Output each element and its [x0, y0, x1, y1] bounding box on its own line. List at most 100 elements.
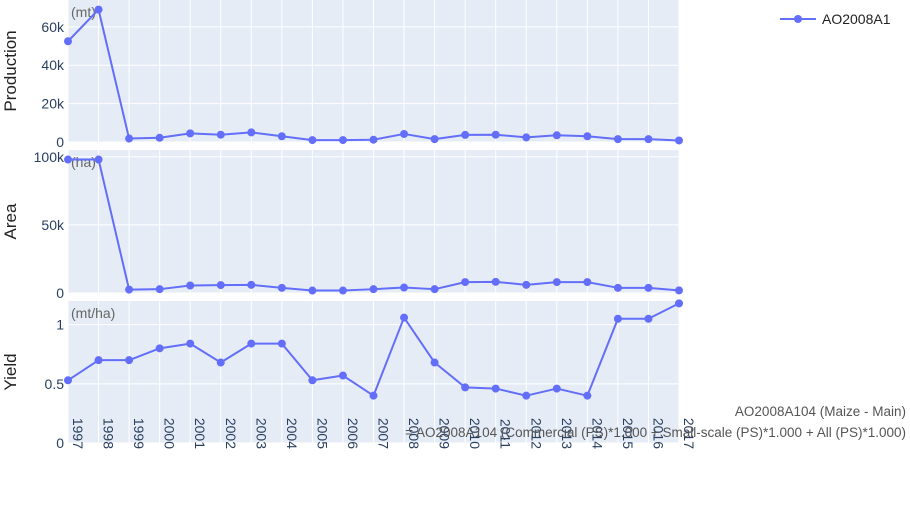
x-tick-label: 2012 [528, 418, 544, 449]
data-point [461, 278, 470, 287]
data-point [186, 339, 195, 348]
data-point [338, 136, 347, 145]
data-point [552, 278, 561, 287]
x-tick-label: 2011 [498, 419, 514, 449]
x-tick-label: 2003 [253, 418, 269, 449]
data-point [552, 131, 561, 140]
data-point [491, 277, 500, 286]
data-point [369, 135, 378, 144]
data-point [644, 283, 653, 292]
x-tick-label: 2016 [650, 418, 666, 449]
data-point [216, 130, 225, 139]
x-tick-label: 2009 [437, 418, 453, 449]
unit-label: (mt/ha) [71, 305, 115, 321]
x-tick-label: 2000 [162, 418, 178, 449]
x-tick-label: 2015 [620, 418, 636, 449]
data-point [583, 278, 592, 287]
data-point [400, 283, 409, 292]
x-tick-label: 1997 [70, 418, 86, 449]
data-point [491, 384, 500, 393]
data-point [675, 299, 683, 308]
data-point [277, 132, 286, 141]
data-point [277, 339, 286, 348]
data-point [522, 391, 531, 400]
data-point [522, 133, 531, 142]
data-point [338, 286, 347, 295]
data-point [369, 391, 378, 400]
data-point [125, 134, 134, 143]
x-tick-label: 2004 [284, 418, 300, 449]
x-tick-label: 1998 [101, 418, 117, 449]
x-tick-label: 2001 [192, 418, 208, 449]
data-point [64, 155, 72, 164]
x-tick-label: 2007 [376, 418, 392, 449]
y-tick-label: 0 [56, 285, 64, 301]
x-tick-label: 2005 [314, 418, 330, 449]
data-point [400, 313, 409, 322]
formula-definition: = AO2008A104 (Commercial (PS)*1.000 + Sm… [405, 425, 906, 440]
data-point [155, 344, 164, 353]
y-tick-label: 1 [56, 317, 64, 333]
x-tick-label: 2017 [681, 418, 697, 449]
data-point [461, 130, 470, 139]
y-tick-label: 0 [56, 435, 64, 451]
y-axis-title: Yield [1, 353, 20, 390]
data-point [583, 132, 592, 141]
data-point [277, 283, 286, 292]
data-point [186, 129, 195, 138]
data-point [338, 371, 347, 380]
data-point [155, 133, 164, 142]
data-point [308, 376, 317, 385]
legend-label: AO2008A1 [822, 11, 891, 27]
data-point [64, 376, 72, 385]
data-point [644, 314, 653, 323]
data-point [94, 5, 103, 14]
data-point [522, 280, 531, 289]
data-point [430, 358, 439, 367]
data-point [247, 339, 256, 348]
y-tick-label: 40k [41, 57, 65, 73]
y-axis-title: Production [1, 30, 20, 111]
data-point [155, 285, 164, 294]
data-point [64, 37, 72, 46]
data-point [675, 136, 683, 145]
data-point [461, 383, 470, 392]
y-tick-label: 60k [41, 19, 65, 35]
data-point [400, 129, 409, 138]
data-point [247, 128, 256, 137]
unit-label: (mt) [71, 4, 96, 20]
unit-label: (ha) [71, 154, 96, 170]
x-tick-label: 2006 [345, 418, 361, 449]
data-point [583, 391, 592, 400]
data-point [308, 136, 317, 145]
x-tick-label: 1999 [131, 418, 147, 449]
x-tick-label: 2008 [406, 418, 422, 449]
data-point [369, 285, 378, 294]
data-point [644, 135, 653, 144]
data-point [216, 358, 225, 367]
x-tick-label: 2014 [589, 418, 605, 449]
y-tick-label: 0.5 [45, 376, 65, 392]
y-tick-label: 20k [41, 96, 65, 112]
y-tick-label: 0 [56, 134, 64, 150]
data-point [675, 286, 683, 295]
data-point [216, 281, 225, 290]
data-point [308, 286, 317, 295]
data-point [94, 155, 103, 164]
data-point [125, 285, 134, 294]
data-point [247, 280, 256, 289]
y-axis-title: Area [1, 203, 20, 239]
data-point [186, 281, 195, 290]
x-tick-label: 2010 [467, 418, 483, 449]
data-point [430, 285, 439, 294]
data-point [491, 130, 500, 139]
x-tick-label: 2013 [559, 418, 575, 449]
y-tick-label: 100k [34, 149, 65, 165]
data-point [552, 384, 561, 393]
formula-title: AO2008A104 (Maize - Main) [734, 404, 906, 419]
data-point [94, 356, 103, 365]
x-tick-label: 2002 [223, 418, 239, 449]
data-point [613, 283, 622, 292]
legend[interactable]: AO2008A1 [780, 8, 891, 30]
